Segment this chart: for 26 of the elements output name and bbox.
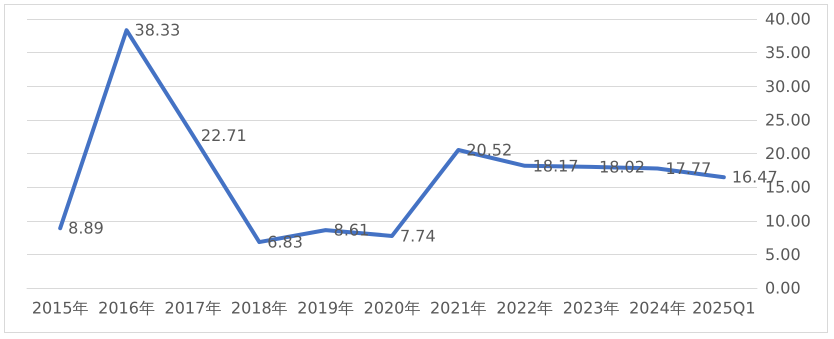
data-label: 18.17 [532, 156, 579, 176]
x-tick-label: 2020年 [364, 298, 420, 318]
x-tick-label: 2022年 [496, 298, 554, 318]
y-tick-label: 5.00 [765, 244, 801, 264]
data-label: 38.33 [134, 20, 180, 40]
y-tick-label: 35.00 [765, 43, 811, 62]
x-tick-label: 2016年 [98, 298, 155, 318]
x-tick-label: 2017年 [164, 298, 222, 318]
data-label: 7.74 [400, 226, 436, 246]
y-tick-label: 25.00 [765, 110, 811, 130]
y-tick-label: 20.00 [765, 144, 811, 163]
data-label: 8.89 [68, 218, 104, 238]
x-tick-label: 2024年 [629, 298, 686, 318]
x-tick-label: 2019年 [297, 298, 354, 318]
data-label: 18.02 [599, 157, 645, 176]
y-tick-label: 10.00 [765, 211, 811, 230]
y-tick-label: 40.00 [765, 10, 811, 28]
y-tick-label: 30.00 [765, 76, 811, 96]
x-tick-label: 2015年 [32, 298, 89, 318]
x-tick-label: 2023年 [562, 298, 620, 318]
x-tick-label: 2025Q1 [692, 298, 756, 318]
x-tick-label: 2021年 [430, 298, 487, 318]
x-tick-label: 2018年 [230, 298, 288, 318]
data-label: 20.52 [466, 140, 512, 160]
y-tick-label: 0.00 [765, 278, 801, 298]
data-label: 22.71 [200, 126, 247, 145]
